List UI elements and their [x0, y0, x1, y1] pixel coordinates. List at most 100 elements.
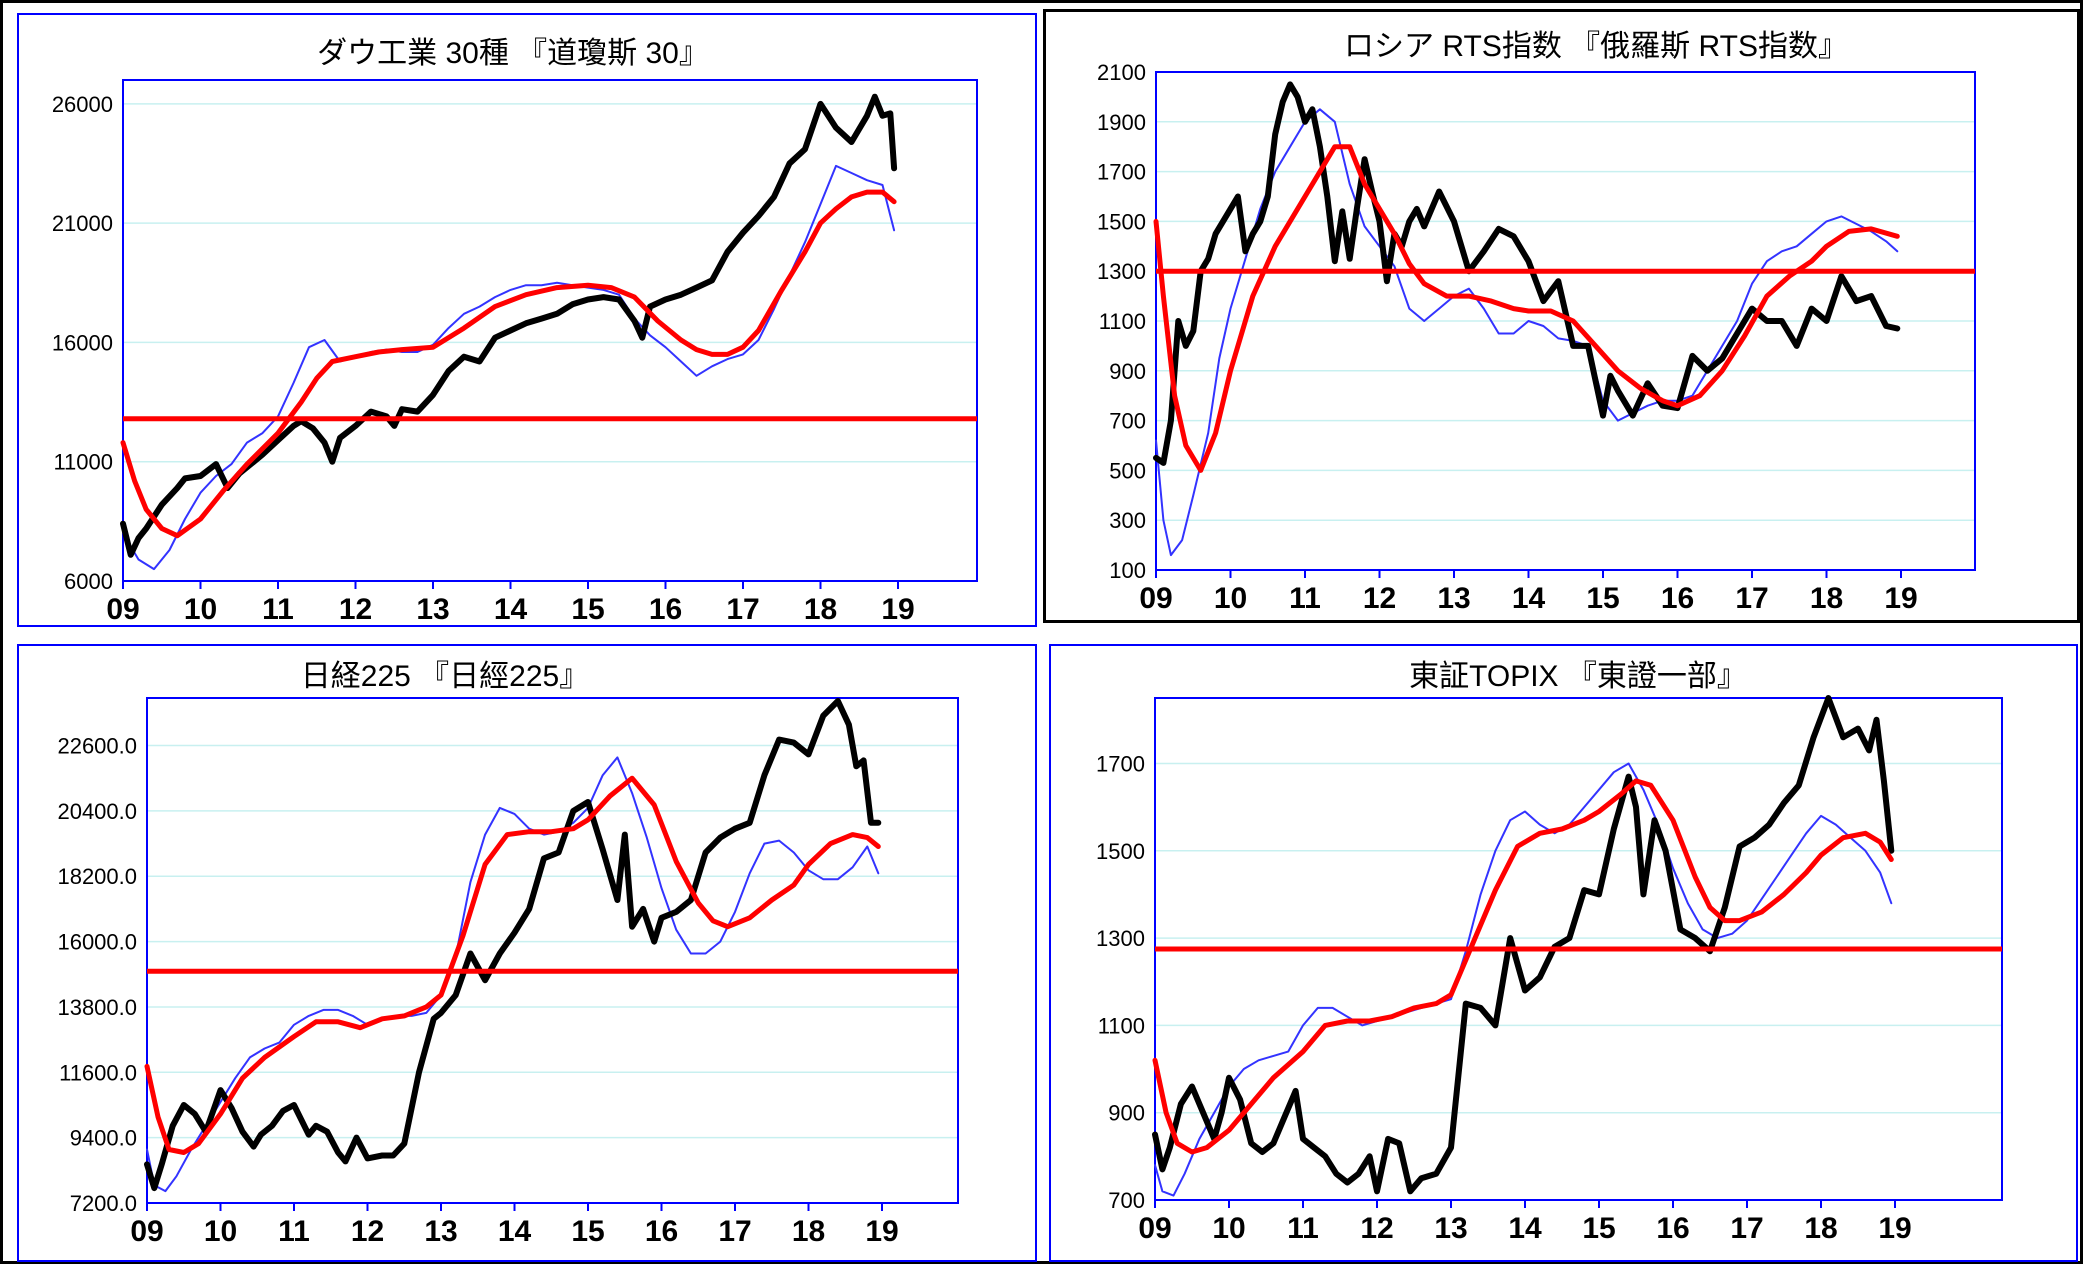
- dow-x-tick-label: 14: [494, 593, 528, 625]
- rts-x-tick-label: 14: [1512, 582, 1546, 615]
- topix-chart-panel: 東証TOPIX 『東證一部』 700 900 1100 1300 1500 1700 09 1…: [1049, 644, 2078, 1262]
- rts-y-tick-label: 1100: [1099, 309, 1146, 334]
- dow-y-tick-label: 6000: [64, 569, 113, 594]
- nikkei-y-tick-label: 18200.0: [57, 864, 137, 889]
- rts-price-line: [1153, 81, 1901, 466]
- dow-y-tick-label: 26000: [52, 92, 113, 117]
- dow-chart-panel: ダウ工業 30種 『道瓊斯 30』 6000 11000 16000 21000 260…: [17, 13, 1037, 627]
- topix-x-tick-label: 11: [1287, 1212, 1319, 1245]
- rts-y-tick-label: 1500: [1097, 209, 1146, 234]
- topix-y-tick-label: 1300: [1096, 926, 1145, 951]
- nikkei-y-tick-label: 13800.0: [57, 995, 137, 1020]
- dow-x-tick-label: 18: [804, 593, 837, 625]
- nikkei-x-tick-label: 14: [498, 1215, 532, 1248]
- dow-y-tick-label: 16000: [52, 330, 113, 355]
- dow-x-tick-label: 12: [339, 593, 372, 625]
- dow-x-tick-label: 19: [881, 593, 914, 625]
- nikkei-y-tick-label: 11600.0: [59, 1060, 137, 1085]
- nikkei-y-tick-label: 16000.0: [57, 930, 137, 955]
- dow-x-tick-label: 13: [416, 593, 449, 625]
- nikkei-x-tick-label: 19: [865, 1215, 898, 1248]
- rts-x-tick-label: 09: [1139, 582, 1172, 615]
- dow-chart-title: ダウ工業 30種 『道瓊斯 30』: [317, 37, 709, 70]
- topix-y-tick-label: 1700: [1096, 751, 1145, 776]
- topix-x-tick-label: 14: [1508, 1212, 1542, 1245]
- rts-x-tick-label: 15: [1586, 582, 1619, 615]
- rts-y-tick-label: 700: [1109, 409, 1146, 434]
- topix-y-tick-label: 1100: [1098, 1013, 1145, 1038]
- topix-price-line: [1152, 695, 1895, 1195]
- nikkei-x-tick-label: 17: [718, 1215, 751, 1248]
- topix-y-tick-label: 700: [1108, 1188, 1145, 1213]
- rts-x-tick-label: 11: [1289, 582, 1321, 615]
- topix-x-tick-label: 09: [1138, 1212, 1171, 1245]
- dow-x-tick-label: 10: [184, 593, 217, 625]
- dow-ma-long-line: [120, 189, 897, 539]
- nikkei-price-line: [144, 698, 882, 1192]
- rts-plot-frame: [1155, 71, 1976, 571]
- rts-x-tick-label: 13: [1437, 582, 1470, 615]
- nikkei-ma-long-line: [144, 775, 881, 1155]
- topix-x-tick-label: 13: [1434, 1212, 1467, 1245]
- topix-chart-title: 東証TOPIX 『東證一部』: [1409, 660, 1747, 693]
- topix-chart: 東証TOPIX 『東證一部』 700 900 1100 1300 1500 1700 09 1…: [1096, 660, 2003, 1245]
- nikkei-x-tick-label: 18: [792, 1215, 825, 1248]
- dow-x-tick-label: 11: [262, 593, 294, 625]
- rts-chart-title: ロシア RTS指数 『俄羅斯 RTS指数』: [1344, 30, 1848, 63]
- topix-x-tick-label: 19: [1878, 1212, 1911, 1245]
- rts-y-tick-label: 2100: [1097, 60, 1146, 85]
- rts-y-tick-label: 900: [1109, 359, 1146, 384]
- topix-x-tick-label: 18: [1804, 1212, 1837, 1245]
- topix-x-tick-label: 12: [1360, 1212, 1393, 1245]
- nikkei-chart-panel: 日経225 『日經225』 7200.0 9400.0 11600.0 13800.0…: [17, 644, 1037, 1262]
- nikkei-y-tick-label: 7200.0: [70, 1191, 137, 1216]
- nikkei-x-tick-label: 16: [645, 1215, 678, 1248]
- dow-price-line: [120, 93, 898, 558]
- nikkei-ma-short-line: [146, 756, 880, 1193]
- topix-x-tick-label: 16: [1656, 1212, 1689, 1245]
- dow-x-tick-label: 16: [649, 593, 682, 625]
- rts-y-tick-label: 500: [1109, 458, 1146, 483]
- dow-y-tick-label: 11000: [53, 450, 113, 475]
- topix-y-tick-label: 900: [1108, 1101, 1145, 1126]
- nikkei-chart: 日経225 『日經225』 7200.0 9400.0 11600.0 13800.0…: [57, 660, 959, 1248]
- rts-y-tick-label: 300: [1109, 508, 1146, 533]
- rts-x-tick-label: 16: [1661, 582, 1694, 615]
- topix-y-tick-label: 1500: [1096, 839, 1145, 864]
- nikkei-y-tick-label: 9400.0: [70, 1126, 137, 1151]
- rts-chart-panel: ロシア RTS指数 『俄羅斯 RTS指数』 100 300 500 700 900 110…: [1043, 9, 2080, 623]
- dow-ma-short-line: [122, 164, 896, 571]
- dow-chart: ダウ工業 30種 『道瓊斯 30』 6000 11000 16000 21000 260…: [52, 37, 978, 625]
- rts-ma-long-line: [1153, 144, 1900, 473]
- rts-x-tick-label: 19: [1884, 582, 1917, 615]
- rts-chart: ロシア RTS指数 『俄羅斯 RTS指数』 100300500700900110…: [1097, 30, 1976, 615]
- dow-plot-frame: [122, 79, 978, 582]
- rts-x-tick-label: 12: [1363, 582, 1396, 615]
- dow-y-tick-label: 21000: [52, 211, 113, 236]
- rts-x-tick-label: 10: [1214, 582, 1247, 615]
- topix-ma-long-line: [1152, 778, 1894, 1155]
- nikkei-x-tick-label: 12: [351, 1215, 384, 1248]
- topix-x-tick-label: 17: [1730, 1212, 1763, 1245]
- nikkei-y-tick-label: 22600.0: [57, 734, 137, 759]
- rts-y-tick-label: 1700: [1097, 160, 1146, 185]
- nikkei-x-tick-label: 11: [278, 1215, 310, 1248]
- rts-x-tick-label: 17: [1735, 582, 1768, 615]
- rts-y-tick-label: 1900: [1097, 110, 1146, 135]
- dow-x-tick-label: 17: [726, 593, 759, 625]
- nikkei-chart-title: 日経225 『日經225』: [301, 660, 589, 693]
- nikkei-y-tick-label: 20400.0: [57, 799, 137, 824]
- nikkei-x-tick-label: 10: [204, 1215, 237, 1248]
- topix-x-tick-label: 15: [1582, 1212, 1615, 1245]
- rts-y-tick-label: 1300: [1097, 259, 1146, 284]
- topix-x-tick-label: 10: [1212, 1212, 1245, 1245]
- nikkei-plot-frame: [146, 697, 959, 1204]
- dow-x-tick-label: 09: [106, 593, 139, 625]
- dow-x-tick-label: 15: [571, 593, 604, 625]
- rts-y-tick-label: 100: [1109, 558, 1146, 583]
- nikkei-x-tick-label: 09: [130, 1215, 163, 1248]
- topix-ma-short-line: [1154, 762, 1893, 1197]
- nikkei-x-tick-label: 13: [424, 1215, 457, 1248]
- nikkei-x-tick-label: 15: [571, 1215, 604, 1248]
